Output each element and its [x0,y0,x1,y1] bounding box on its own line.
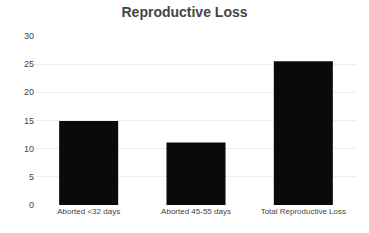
svg-text:15: 15 [24,116,34,126]
svg-text:30: 30 [24,31,34,41]
svg-text:5: 5 [29,172,34,182]
svg-text:Aborted 45-55 days: Aborted 45-55 days [161,207,231,216]
svg-text:10: 10 [24,144,34,154]
svg-text:Total Reproductive Loss: Total Reproductive Loss [261,207,346,216]
svg-text:25: 25 [24,59,34,69]
svg-text:0: 0 [29,200,34,210]
svg-text:Reproductive Loss: Reproductive Loss [121,4,247,20]
svg-text:20: 20 [24,87,34,97]
svg-text:Aborted <32 days: Aborted <32 days [57,207,120,216]
